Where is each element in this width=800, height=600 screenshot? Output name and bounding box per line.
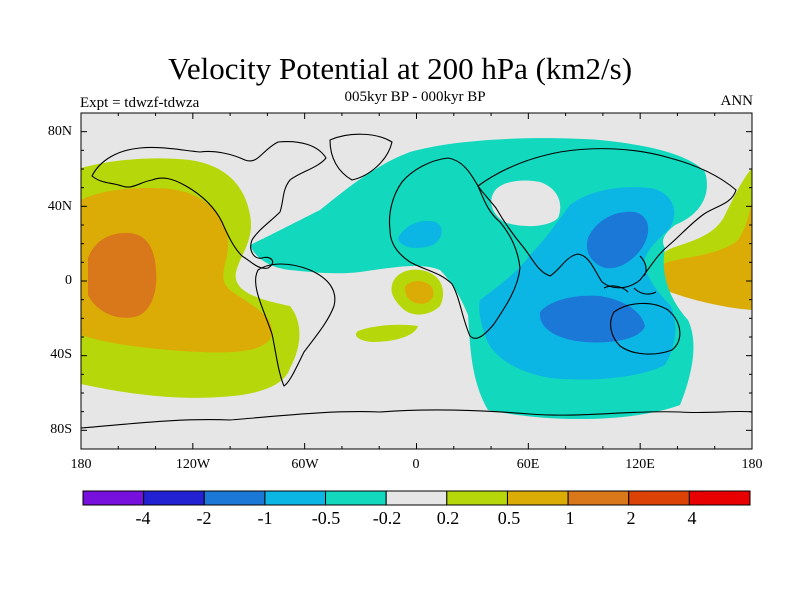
lon-label-180e: 180 — [741, 457, 763, 472]
contour-pos-weak-satlantic — [355, 324, 418, 342]
coast-africa-europe — [388, 157, 521, 339]
colorbar-label: -2 — [196, 508, 212, 528]
coast-maritime — [603, 255, 657, 295]
colorbar-swatch — [385, 490, 448, 506]
lon-label-0: 0 — [412, 457, 420, 472]
coast-greenland — [329, 133, 393, 181]
axis-ticks — [80, 112, 753, 450]
lat-label-0: 0 — [65, 273, 72, 288]
lat-label-80s: 80S — [50, 422, 72, 437]
colorbar-label: 0.5 — [497, 508, 521, 528]
lon-label-120e: 120E — [625, 457, 655, 472]
colorbar-swatch — [688, 490, 751, 506]
colorbar-label: -1 — [257, 508, 273, 528]
coast-antarctica — [80, 409, 753, 429]
lat-label-40s: 40S — [50, 347, 72, 362]
contour-pos-mid-atlantic — [404, 281, 434, 304]
colorbar-swatch — [82, 490, 145, 506]
season-label: ANN — [720, 93, 754, 109]
contour-neg-strong-asia — [586, 211, 649, 269]
map-subtitle: 005kyr BP - 000kyr BP — [344, 89, 486, 105]
lon-label-120w: 120W — [175, 457, 211, 472]
colorbar-swatch — [264, 490, 327, 506]
contour-neg-strong-indian — [539, 295, 645, 343]
colorbar-swatch — [567, 490, 630, 506]
colorbar-label: -4 — [135, 508, 151, 528]
colorbar-swatch — [143, 490, 205, 506]
coast-australia — [610, 302, 681, 355]
contour-near-zero-sahara — [491, 180, 561, 227]
colorbar — [82, 490, 751, 506]
field-contours — [81, 138, 752, 420]
lat-label-40n: 40N — [47, 199, 72, 214]
colorbar-swatch — [628, 490, 690, 506]
colorbar-label: 1 — [565, 508, 575, 528]
colorbar-label: 2 — [626, 508, 636, 528]
coast-south-america — [255, 263, 336, 387]
coast-north-america — [91, 141, 327, 269]
colorbar-label: 0.2 — [436, 508, 460, 528]
map-title: Velocity Potential at 200 hPa (km2/s) — [167, 51, 633, 86]
contour-pos-mid-westpac — [654, 200, 752, 310]
colorbar-swatch — [446, 490, 508, 506]
lon-label-60e: 60E — [516, 457, 540, 472]
colorbar-label: 4 — [687, 508, 697, 528]
colorbar-label: -0.2 — [372, 508, 402, 528]
lat-label-80n: 80N — [47, 124, 72, 139]
colorbar-label: -0.5 — [311, 508, 341, 528]
contour-neg-mid-mideast — [398, 220, 442, 248]
experiment-label: Expt = tdwzf-tdwza — [80, 95, 200, 111]
coast-asia — [477, 148, 737, 289]
lon-label-60w: 60W — [291, 457, 319, 472]
colorbar-swatch — [506, 490, 569, 506]
coastlines — [80, 133, 753, 429]
colorbar-swatch — [203, 490, 266, 506]
colorbar-swatch — [325, 490, 387, 506]
lon-label-180w: 180 — [70, 457, 92, 472]
contour-pos-strong-pacific — [88, 232, 157, 318]
